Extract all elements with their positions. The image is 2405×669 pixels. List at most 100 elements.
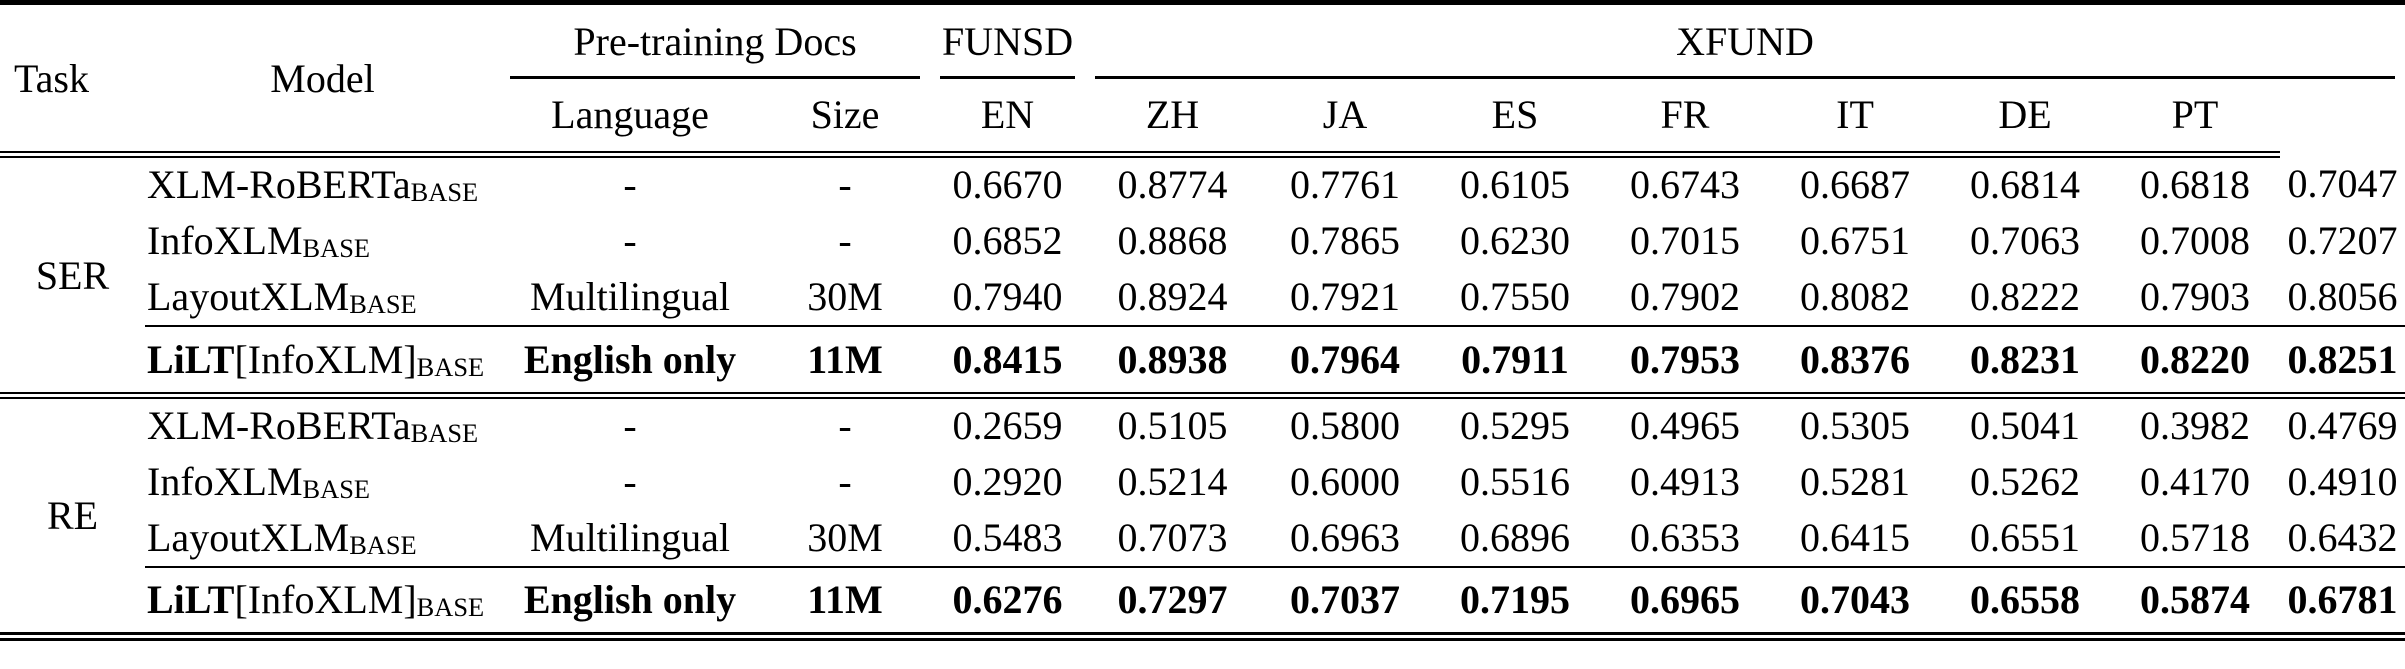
model-subscript: BASE	[410, 177, 479, 208]
score-cell-de: 0.8222	[1970, 274, 2081, 319]
score-cell-en: 0.2920	[952, 458, 1063, 504]
score-cell-en: 0.6276	[930, 565, 1086, 641]
model-row-highlight: LiLT[InfoXLM]BASE English only 11M 0.841…	[0, 324, 2405, 399]
col-header-es: ES	[1430, 78, 1601, 158]
pretraining-language-cell: -	[623, 162, 637, 208]
score-cell-pt: 0.5718	[2140, 515, 2251, 560]
model-name: InfoXLM	[147, 458, 303, 504]
col-header-zh: ZH	[1085, 78, 1261, 158]
score-cell-avg: 0.8056	[2287, 274, 2398, 319]
score-cell-fr: 0.7953	[1600, 324, 1771, 399]
score-cell-ja: 0.7865	[1290, 217, 1401, 263]
score-cell-fr: 0.4913	[1630, 458, 1741, 504]
model-row: RE XLM-RoBERTaBASE - - 0.2659 0.5105 0.5…	[0, 395, 2405, 641]
section-ser: SER XLM-RoBERTaBASE - - 0.6670 0.8774 0.…	[0, 154, 2405, 399]
score-cell-it: 0.5305	[1800, 403, 1911, 449]
score-cell-avg: 0.8251	[2280, 324, 2405, 399]
score-cell-pt: 0.3982	[2140, 403, 2251, 449]
score-cell-it: 0.5281	[1800, 458, 1911, 504]
col-header-de: DE	[1940, 78, 2111, 158]
score-cell-avg: 0.7207	[2287, 217, 2398, 263]
score-cell-fr: 0.6353	[1630, 515, 1741, 560]
score-cell-zh: 0.5105	[1117, 403, 1228, 449]
model-row: InfoXLMBASE - - 0.2920 0.5214 0.6000 0.5…	[0, 453, 2405, 510]
model-subscript: BASE	[302, 232, 370, 263]
score-cell-zh: 0.8774	[1117, 162, 1228, 208]
score-cell-ja: 0.7761	[1290, 162, 1401, 208]
model-subscript: BASE	[302, 473, 370, 504]
pretraining-language-cell: -	[623, 403, 637, 449]
score-cell-en: 0.6852	[952, 217, 1063, 263]
score-cell-es: 0.6896	[1460, 515, 1571, 560]
score-cell-ja: 0.7921	[1290, 274, 1401, 319]
score-cell-en: 0.5483	[952, 515, 1063, 560]
model-name-bold: LiLT	[147, 336, 235, 382]
col-header-language: Language	[500, 78, 760, 158]
score-cell-de: 0.6558	[1940, 565, 2111, 641]
model-subscript: BASE	[349, 289, 417, 320]
pretraining-size-cell: -	[838, 217, 852, 263]
pretraining-language-cell: English only	[500, 565, 760, 641]
col-header-task: Task	[0, 0, 145, 158]
score-cell-de: 0.6814	[1970, 162, 2081, 208]
task-cell-ser: SER	[0, 154, 145, 399]
score-cell-ja: 0.5800	[1290, 403, 1401, 449]
score-cell-es: 0.7195	[1430, 565, 1601, 641]
pretraining-size-cell: -	[838, 403, 852, 449]
col-header-pt: PT	[2110, 78, 2281, 158]
pretraining-language-cell: -	[623, 217, 637, 263]
col-header-it: IT	[1770, 78, 1941, 158]
model-row: InfoXLMBASE - - 0.6852 0.8868 0.7865 0.6…	[0, 212, 2405, 269]
score-cell-pt: 0.5874	[2110, 565, 2281, 641]
model-name: LayoutXLM	[147, 515, 350, 560]
score-cell-it: 0.8376	[1770, 324, 1941, 399]
score-cell-it: 0.6687	[1800, 162, 1911, 208]
score-cell-fr: 0.7015	[1630, 217, 1741, 263]
pretraining-language-cell: -	[623, 458, 637, 504]
model-row-highlight: LiLT[InfoXLM]BASE English only 11M 0.627…	[0, 565, 2405, 641]
model-name-cell: InfoXLMBASE	[145, 212, 500, 269]
score-cell-es: 0.7911	[1430, 324, 1601, 399]
pretraining-language-cell: Multilingual	[530, 515, 730, 560]
score-cell-de: 0.5041	[1970, 403, 2081, 449]
score-cell-ja: 0.7037	[1260, 565, 1431, 641]
pretraining-size-cell: 30M	[807, 515, 883, 560]
score-cell-en: 0.7940	[952, 274, 1063, 319]
score-cell-es: 0.7550	[1460, 274, 1571, 319]
score-cell-avg: 0.6432	[2287, 515, 2398, 560]
score-cell-es: 0.5516	[1460, 458, 1571, 504]
col-header-funsd: FUNSD	[930, 0, 1086, 81]
model-subscript: BASE	[410, 418, 479, 449]
score-cell-es: 0.6230	[1460, 217, 1571, 263]
score-cell-pt: 0.8220	[2110, 324, 2281, 399]
score-cell-it: 0.8082	[1800, 274, 1911, 319]
score-cell-fr: 0.6965	[1600, 565, 1771, 641]
score-cell-avg: 0.6781	[2280, 565, 2405, 641]
model-name-cell: XLM-RoBERTaBASE	[145, 155, 500, 212]
model-name-cell: InfoXLMBASE	[145, 453, 500, 510]
score-cell-fr: 0.7902	[1630, 274, 1741, 319]
score-cell-ja: 0.6963	[1290, 515, 1401, 560]
model-row: LayoutXLMBASE Multilingual 30M 0.7940 0.…	[0, 269, 2405, 326]
col-header-model: Model	[145, 0, 500, 158]
score-cell-de: 0.6551	[1970, 515, 2081, 560]
model-name-bold: LiLT	[147, 577, 235, 623]
score-cell-de: 0.5262	[1970, 458, 2081, 504]
model-name-cell: LayoutXLMBASE	[145, 510, 500, 567]
model-subscript: BASE	[416, 351, 485, 382]
score-cell-es: 0.6105	[1460, 162, 1571, 208]
score-cell-zh: 0.7297	[1085, 565, 1261, 641]
score-cell-zh: 0.8924	[1117, 274, 1228, 319]
score-cell-avg: 0.4769	[2287, 403, 2398, 449]
col-header-en: EN	[930, 78, 1086, 158]
pretraining-size-cell: -	[838, 458, 852, 504]
score-cell-pt: 0.7903	[2140, 274, 2251, 319]
task-cell-re: RE	[0, 395, 145, 641]
pretraining-size-cell: 30M	[807, 274, 883, 319]
pretraining-language-cell: English only	[500, 324, 760, 399]
pretraining-language-cell: Multilingual	[530, 274, 730, 319]
score-cell-en: 0.2659	[952, 403, 1063, 449]
pretraining-size-cell: 11M	[760, 565, 931, 641]
score-cell-ja: 0.6000	[1290, 458, 1401, 504]
model-name: XLM-RoBERTa	[147, 162, 411, 208]
